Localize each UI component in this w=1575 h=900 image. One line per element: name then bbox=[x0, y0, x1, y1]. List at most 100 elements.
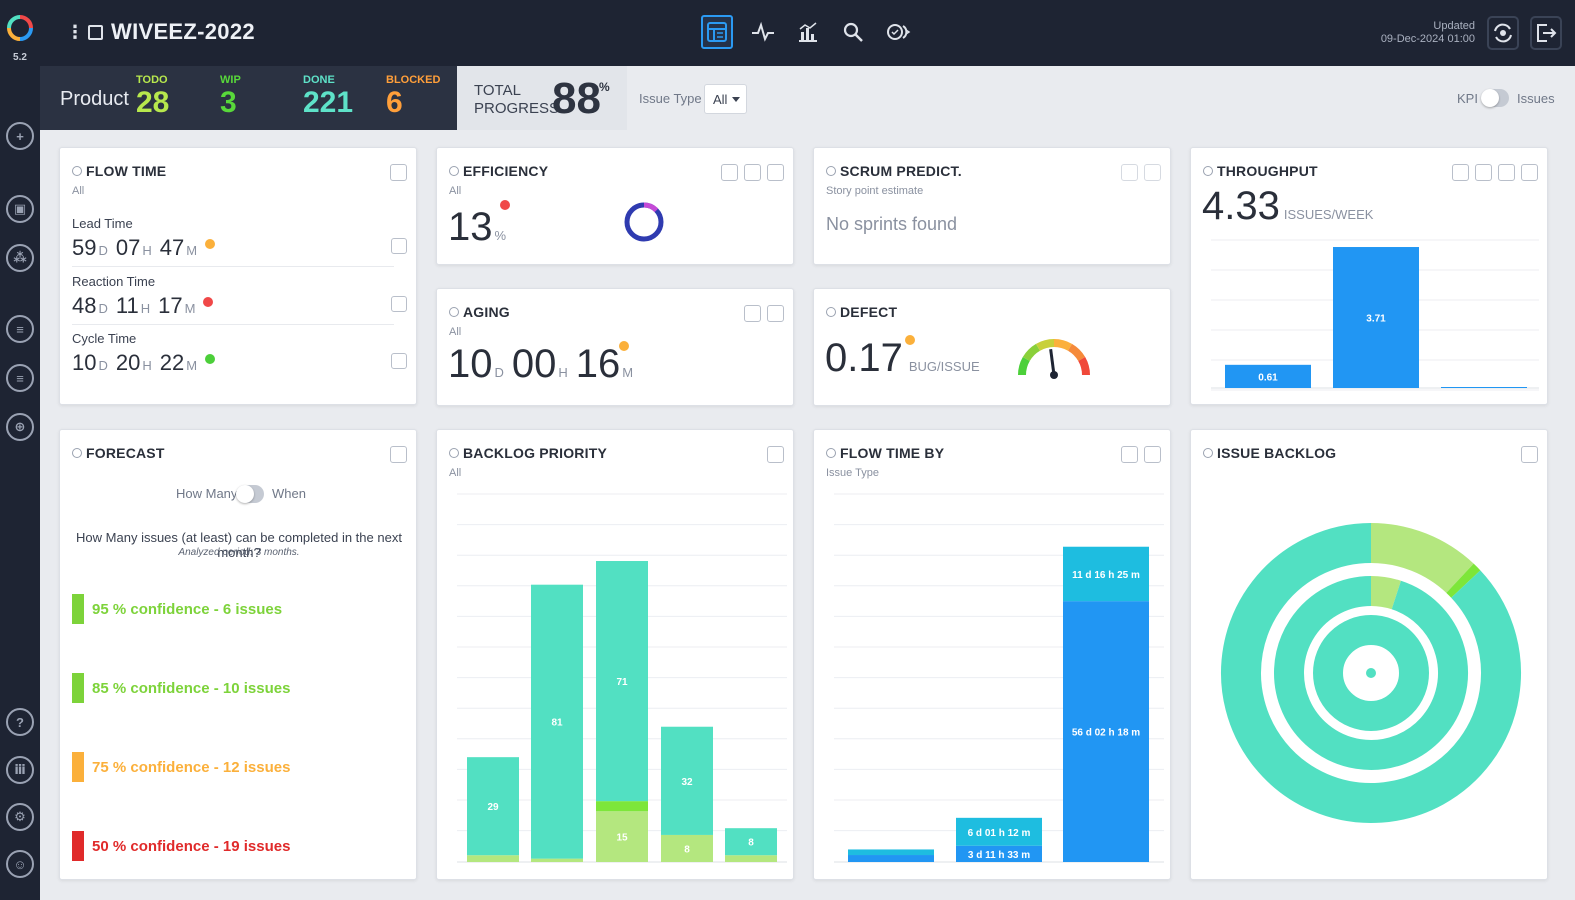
how-many-when-toggle[interactable] bbox=[236, 485, 264, 503]
search-nav-button[interactable] bbox=[837, 15, 869, 49]
throughput-chart: 0.61 3.71 bbox=[1211, 239, 1539, 391]
todo-stat[interactable]: TODO 28 bbox=[136, 74, 169, 120]
issues-label: Issues bbox=[1517, 91, 1555, 106]
forecast-card: FORECAST How Many When How Many issues (… bbox=[59, 429, 417, 880]
settings-list-icon[interactable]: ≡ bbox=[6, 315, 34, 343]
pulse-icon[interactable] bbox=[744, 305, 761, 322]
expand-icon[interactable] bbox=[1521, 446, 1538, 463]
add-icon[interactable]: + bbox=[6, 122, 34, 150]
backlog-priority-bar-segment bbox=[596, 561, 648, 802]
menu-dots-icon[interactable]: ⋮ bbox=[66, 22, 84, 42]
throughput-bar bbox=[1333, 247, 1419, 388]
status-dot bbox=[500, 200, 511, 210]
expand-icon[interactable] bbox=[767, 446, 784, 463]
info-icon[interactable] bbox=[826, 448, 836, 458]
issue-type-select[interactable]: All bbox=[704, 84, 747, 114]
pulse-icon[interactable] bbox=[391, 296, 407, 312]
flow-time-by-data-label: 11 d 16 h 25 m bbox=[1072, 570, 1140, 581]
cycle-time-minutes: 22 bbox=[159, 350, 185, 375]
confidence-label: 95 % confidence - 6 issues bbox=[92, 600, 283, 618]
info-icon[interactable] bbox=[72, 448, 82, 458]
blocked-stat[interactable]: BLOCKED 6 bbox=[386, 74, 440, 120]
aging-title-text: AGING bbox=[463, 304, 510, 320]
throughput-bar bbox=[1225, 364, 1311, 388]
expand-icon[interactable] bbox=[1475, 164, 1492, 181]
aging-minutes: 16 bbox=[575, 342, 621, 386]
done-label: DONE bbox=[303, 74, 335, 86]
info-icon[interactable] bbox=[449, 307, 459, 317]
chart-icon[interactable] bbox=[390, 164, 407, 181]
cycle-time-days: 10 bbox=[72, 350, 97, 375]
team-globe-icon[interactable]: ⊕ bbox=[6, 413, 34, 441]
logout-button[interactable] bbox=[1530, 16, 1562, 50]
backlog-priority-data-label: 8 bbox=[748, 838, 754, 849]
gear-icon[interactable] bbox=[1452, 164, 1469, 181]
gear-icon[interactable]: ⚙ bbox=[6, 803, 34, 831]
issue-backlog-actions bbox=[1521, 446, 1538, 463]
pulse-icon[interactable] bbox=[744, 164, 761, 181]
chart-icon[interactable] bbox=[1521, 164, 1538, 181]
backlog-priority-data-label: 81 bbox=[551, 718, 563, 729]
lead-time-row: Lead Time 59 D 07 H 47 M bbox=[72, 216, 216, 261]
refresh-button[interactable] bbox=[1487, 16, 1519, 50]
gear-icon[interactable] bbox=[1121, 446, 1138, 463]
info-icon[interactable] bbox=[72, 166, 82, 176]
user-icon[interactable]: ☺ bbox=[6, 850, 34, 878]
sidebar: 5.2 + ▣ ⁂ ≡ ≡ ⊕ ? ⅲ ⚙ ☺ bbox=[0, 0, 40, 900]
gear-icon[interactable] bbox=[1121, 164, 1138, 181]
kpi-label: KPI bbox=[1457, 91, 1478, 106]
throughput-title-text: THROUGHPUT bbox=[1217, 163, 1318, 179]
wip-stat[interactable]: WIP 3 bbox=[220, 74, 241, 120]
cycle-time-hours: 20 bbox=[115, 350, 141, 375]
gauge-arc-segment bbox=[1067, 343, 1086, 362]
info-icon[interactable] bbox=[449, 448, 459, 458]
project-cube-icon[interactable]: ▣ bbox=[6, 195, 34, 223]
confidence-label: 75 % confidence - 12 issues bbox=[92, 758, 291, 776]
days-unit: D bbox=[98, 243, 108, 258]
pulse-nav-button[interactable] bbox=[747, 15, 779, 49]
forecast-icon[interactable] bbox=[390, 446, 407, 463]
pulse-icon[interactable] bbox=[1498, 164, 1515, 181]
flow-time-by-bar-segment bbox=[1063, 546, 1149, 602]
people-icon[interactable]: ⅲ bbox=[6, 756, 34, 784]
expand-icon[interactable] bbox=[721, 164, 738, 181]
cycle-time-row: Cycle Time 10 D 20 H 22 M bbox=[72, 331, 216, 376]
gauge-arc-segment bbox=[1022, 343, 1041, 362]
flow-time-by-data-label: 56 d 02 h 18 m bbox=[1072, 728, 1140, 739]
chart-nav-button[interactable] bbox=[792, 15, 824, 49]
forecast-nav-button[interactable] bbox=[883, 15, 915, 49]
pulse-icon[interactable] bbox=[391, 238, 407, 254]
throughput-actions bbox=[1452, 164, 1538, 181]
issue-backlog-card: ISSUE BACKLOG bbox=[1190, 429, 1548, 880]
flow-time-by-bar-segment bbox=[1063, 601, 1149, 862]
forecast-actions bbox=[390, 446, 407, 463]
lead-time-value: 59 D 07 H 47 M bbox=[72, 235, 216, 261]
kpi-issues-toggle[interactable] bbox=[1481, 89, 1509, 107]
chart-icon[interactable] bbox=[767, 305, 784, 322]
info-icon[interactable] bbox=[826, 166, 836, 176]
info-icon[interactable] bbox=[449, 166, 459, 176]
flow-time-by-bar-segment bbox=[848, 849, 934, 856]
gauge-needle bbox=[1049, 349, 1056, 376]
wip-value: 3 bbox=[220, 86, 237, 119]
app-logo[interactable] bbox=[6, 14, 34, 42]
info-icon[interactable] bbox=[1203, 448, 1213, 458]
dashboard-nav-button[interactable] bbox=[701, 15, 733, 49]
pulse-icon[interactable] bbox=[391, 353, 407, 369]
backlog-priority-bar-segment bbox=[596, 811, 648, 862]
help-icon[interactable]: ? bbox=[6, 708, 34, 736]
confidence-label: 50 % confidence - 19 issues bbox=[92, 837, 291, 855]
info-icon[interactable] bbox=[1203, 166, 1213, 176]
backlog-priority-bar-segment bbox=[661, 834, 713, 862]
cubes-icon[interactable]: ⁂ bbox=[6, 244, 34, 272]
lead-time-label: Lead Time bbox=[72, 216, 133, 231]
scrum-title-text: SCRUM PREDICT. bbox=[840, 163, 962, 179]
expand-icon[interactable] bbox=[1144, 446, 1161, 463]
chart-icon[interactable] bbox=[767, 164, 784, 181]
chart-icon[interactable] bbox=[1144, 164, 1161, 181]
forecast-analyzed-period: Analyzed period: 3 months. bbox=[178, 547, 300, 558]
backlog-priority-data-label: 71 bbox=[616, 677, 628, 688]
list-play-icon[interactable]: ≡ bbox=[6, 364, 34, 392]
info-icon[interactable] bbox=[826, 307, 836, 317]
done-stat[interactable]: DONE 221 bbox=[303, 74, 353, 120]
